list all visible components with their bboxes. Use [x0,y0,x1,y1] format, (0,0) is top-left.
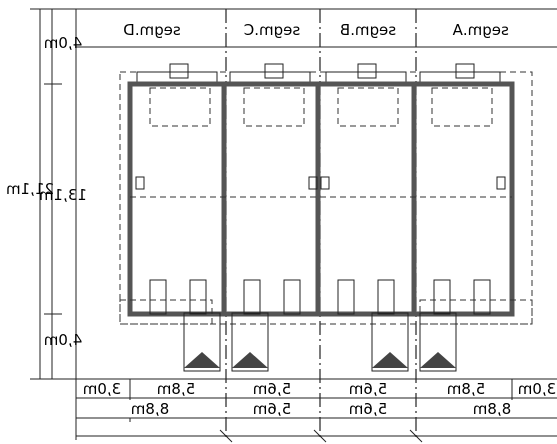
bottom-niches [149,279,491,315]
svg-text:segm.C: segm.C [244,21,300,39]
dim-row1-6: 3,0m [518,380,556,398]
segment-label-d: segm.D [123,21,181,39]
entrance-arrow-b [372,352,408,368]
plot-boundary [75,8,557,380]
dim-row1-1: 3,0m [83,380,121,398]
segment-label-a: segm.A [452,21,509,39]
dim-row2-3: 5,6m [349,400,387,418]
entrances [183,312,457,372]
dim-row1-5: 5,8m [447,380,485,398]
dim-row1-2: 5,8m [157,380,195,398]
dim-bottom: 4,0m [44,331,82,349]
segment-label-b: segm.B [340,21,396,39]
svg-text:segm.D: segm.D [123,21,181,39]
entrance-arrow-d [184,352,220,368]
side-windows [135,176,506,190]
dim-row1-4: 5,6m [349,380,387,398]
roof-projections [136,63,501,85]
entrance-arrow-c [232,352,268,368]
dim-row2-2: 5,6m [253,400,291,418]
dim-total-height: 21,1m [6,180,54,198]
vertical-dimension: 21,1m 4,0m 13,1m 4,0m [6,8,87,380]
interior-dashed [119,87,533,325]
envelope-dashed [119,71,533,325]
dimension-ticks [219,429,423,443]
dim-row2-1: 8,8m [131,400,169,418]
svg-text:segm.B: segm.B [340,21,396,39]
segment-label-c: segm.C [244,21,300,39]
horizontal-dimensions: 3,0m 5,8m 5,6m 5,6m 5,8m 3,0m 8,8m 5,6m … [75,379,557,440]
building-walls [127,81,515,317]
dim-row2-4: 8,8m [473,400,511,418]
dim-row1-3: 5,6m [253,380,291,398]
dim-top: 4,0m [44,34,82,52]
dim-middle: 13,1m [39,186,87,204]
entrance-arrow-a [420,352,456,368]
svg-text:segm.A: segm.A [452,21,509,39]
